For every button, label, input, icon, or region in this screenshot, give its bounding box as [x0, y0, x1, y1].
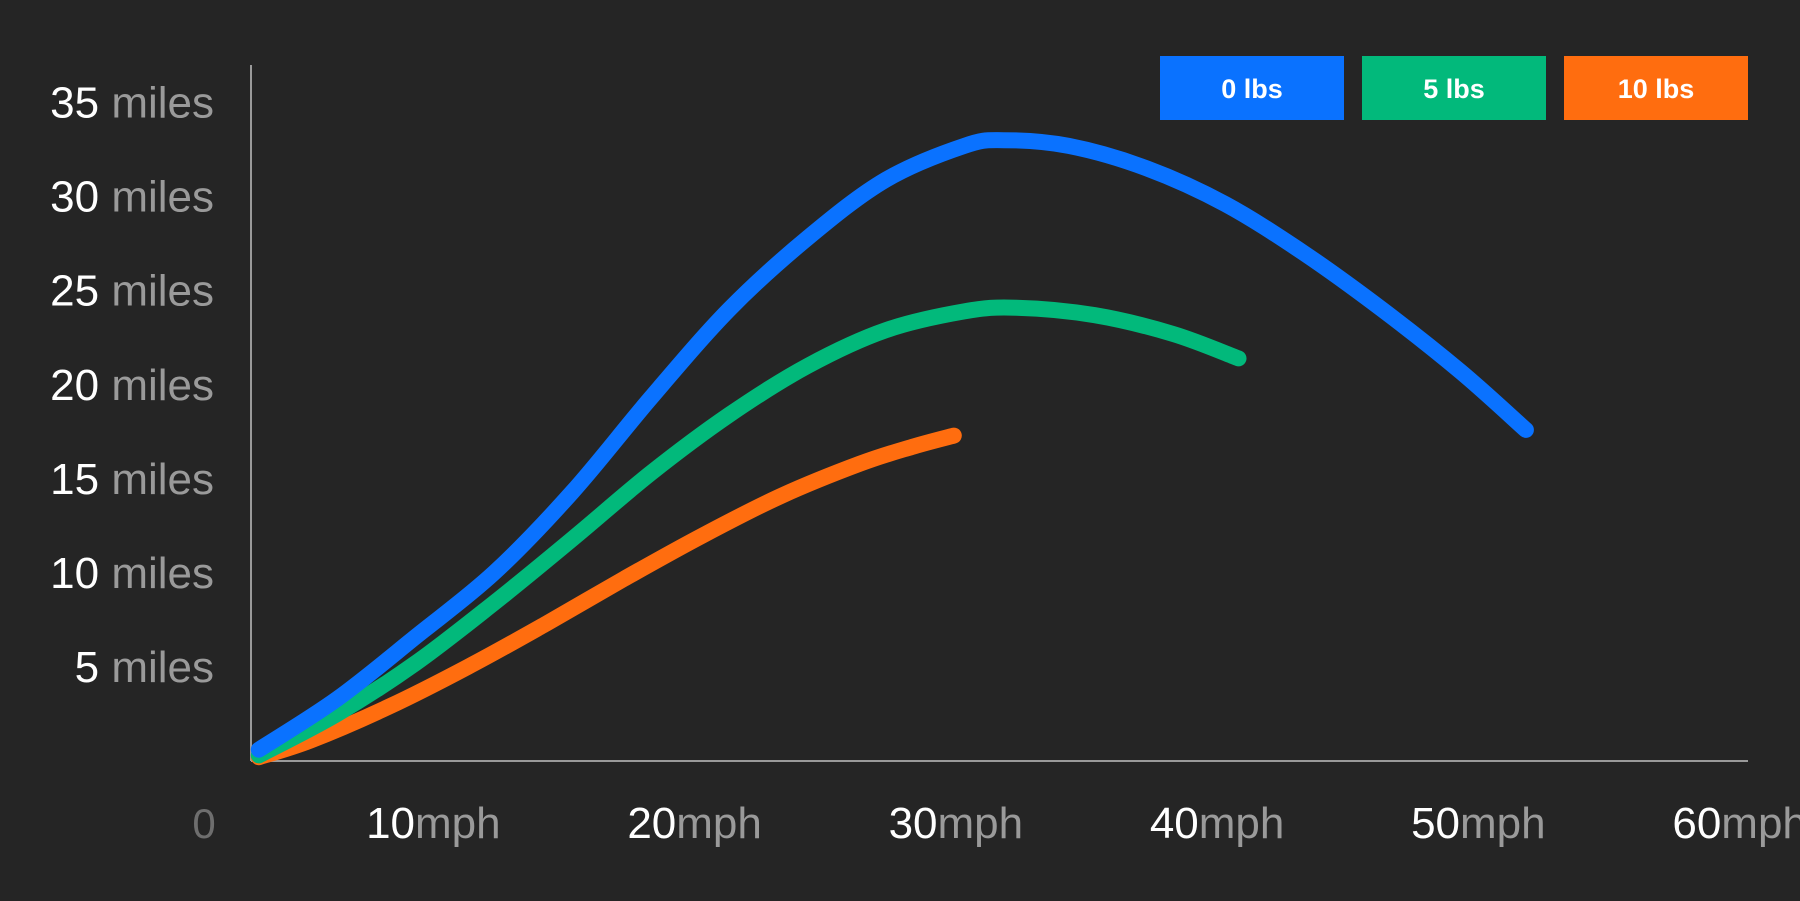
y-tick-unit: miles	[99, 455, 214, 504]
x-tick-unit: mph	[676, 799, 762, 848]
x-axis-tick-labels: 10mph 20mph 30mph 40mph 50mph 60mph	[366, 799, 1800, 848]
y-tick-number: 15	[50, 455, 99, 504]
y-tick-label: 35 miles	[50, 79, 214, 128]
y-tick-number: 20	[50, 361, 99, 410]
series-line-0-lbs	[250, 132, 1534, 758]
x-tick-unit: mph	[1721, 799, 1800, 848]
legend-item-10-lbs: 10 lbs	[1564, 56, 1748, 120]
x-tick-number: 20	[627, 799, 676, 848]
x-tick-number: 60	[1672, 799, 1721, 848]
y-tick-label: 25 miles	[50, 267, 214, 316]
y-tick-unit: miles	[99, 267, 214, 316]
x-tick-label: 50mph	[1411, 799, 1546, 848]
series-lines	[250, 132, 1534, 766]
x-tick-label: 10mph	[366, 799, 501, 848]
x-tick-label: 40mph	[1150, 799, 1285, 848]
x-tick-number: 40	[1150, 799, 1199, 848]
legend-label: 10 lbs	[1618, 74, 1695, 104]
x-tick-label: 20mph	[627, 799, 762, 848]
origin-label: 0	[192, 800, 215, 847]
x-tick-number: 30	[889, 799, 938, 848]
x-tick-unit: mph	[1460, 799, 1546, 848]
legend: 0 lbs 5 lbs 10 lbs	[1160, 56, 1748, 120]
x-tick-number: 50	[1411, 799, 1460, 848]
y-tick-unit: miles	[99, 643, 214, 692]
legend-swatch	[1564, 56, 1748, 120]
x-tick-unit: mph	[415, 799, 501, 848]
y-tick-label: 30 miles	[50, 173, 214, 222]
x-tick-unit: mph	[938, 799, 1024, 848]
legend-item-5-lbs: 5 lbs	[1362, 56, 1546, 120]
x-tick-unit: mph	[1199, 799, 1285, 848]
y-tick-label: 20 miles	[50, 361, 214, 410]
y-tick-unit: miles	[99, 549, 214, 598]
series-line-10-lbs	[250, 427, 962, 766]
legend-swatch	[1362, 56, 1546, 120]
legend-label: 0 lbs	[1221, 74, 1283, 104]
x-tick-label: 60mph	[1672, 799, 1800, 848]
y-tick-label: 5 miles	[75, 643, 214, 692]
y-tick-number: 25	[50, 267, 99, 316]
y-tick-number: 30	[50, 173, 99, 222]
y-tick-unit: miles	[99, 79, 214, 128]
y-tick-label: 15 miles	[50, 455, 214, 504]
x-tick-label: 30mph	[889, 799, 1024, 848]
y-tick-number: 10	[50, 549, 99, 598]
y-tick-unit: miles	[99, 361, 214, 410]
legend-label: 5 lbs	[1423, 74, 1485, 104]
x-tick-number: 10	[366, 799, 415, 848]
legend-swatch	[1160, 56, 1344, 120]
legend-item-0-lbs: 0 lbs	[1160, 56, 1344, 120]
y-tick-unit: miles	[99, 173, 214, 222]
series-line-5-lbs	[250, 299, 1247, 764]
y-tick-label: 10 miles	[50, 549, 214, 598]
y-tick-number: 5	[75, 643, 99, 692]
y-tick-number: 35	[50, 79, 99, 128]
